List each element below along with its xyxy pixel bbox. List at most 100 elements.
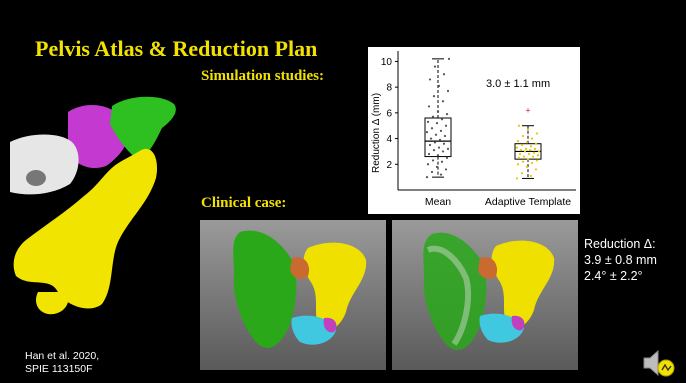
x-tick-label: Mean [425,196,451,208]
data-point [529,174,533,177]
data-point [530,137,534,140]
data-point [525,165,529,168]
data-point [443,134,447,138]
data-point [440,160,444,163]
data-point [435,165,439,168]
data-point [428,78,432,81]
data-point [441,150,445,153]
data-point [425,131,429,134]
data-point [442,142,446,145]
data-point [515,146,519,149]
data-point [520,172,524,175]
data-point [446,147,450,150]
data-point [441,100,445,103]
data-point [426,120,430,123]
data-point [432,149,436,152]
data-point [432,95,436,98]
data-point [439,129,443,132]
data-point [434,133,438,136]
y-tick-label: 8 [386,83,392,94]
data-point [516,163,520,166]
data-point [532,151,536,154]
y-tick-label: 6 [386,108,392,119]
data-point [516,140,520,143]
data-point [523,150,527,153]
data-point [534,168,538,171]
data-point [440,118,444,121]
data-point [530,161,534,165]
simulation-heading: Simulation studies: [201,68,324,84]
data-point [430,127,434,130]
slide-title: Pelvis Atlas & Reduction Plan [35,36,318,61]
clinical-stats-mm: 3.9 ± 0.8 mm [584,253,657,267]
clinical-stats-deg: 2.4° ± 2.2° [584,269,643,283]
data-point [446,89,450,93]
data-point [536,154,540,157]
data-point [436,154,440,157]
clinical-case-image-2 [392,220,578,370]
data-point [519,149,523,152]
clinical-case-image-1 [200,220,386,370]
data-point [525,141,529,144]
speaker-icon [643,349,675,377]
data-point [435,122,439,125]
data-point [517,124,521,127]
data-point [437,84,441,87]
citation-line-2: SPIE 113150F [25,363,93,375]
citation: Han et al. 2020, SPIE 113150F [25,350,99,376]
clinical-stats-title: Reduction Δ: [584,237,656,251]
speaker-button[interactable] [640,348,676,378]
data-point [526,128,530,131]
y-axis-label: Reduction Δ (mm) [371,93,382,173]
chart-background [368,47,580,214]
data-point [436,110,440,113]
data-point [447,57,451,60]
clinical-stats: Reduction Δ: 3.9 ± 0.8 mm 2.4° ± 2.2° [584,236,657,284]
outlier-marker: + [525,105,530,115]
data-point [444,124,448,127]
data-point [537,150,541,153]
data-point [442,73,446,76]
data-point [531,155,535,158]
y-tick-label: 10 [381,57,393,68]
data-point [533,147,537,150]
data-point [535,132,539,135]
data-point [520,143,524,147]
reduction-boxplot-chart: Reduction Δ (mm) 3.0 ± 1.1 mm 2 4 6 8 10 Mean… [368,47,580,214]
data-point [521,160,525,163]
clinical-heading: Clinical case: [201,195,287,211]
y-tick-label: 2 [386,160,392,171]
data-point [426,163,430,166]
data-point [427,105,431,108]
data-point [433,141,437,144]
data-point [445,113,449,116]
data-point [529,145,533,148]
data-point [534,142,538,145]
data-point [515,177,519,180]
data-point [437,146,441,149]
data-point [444,168,448,171]
box [424,117,452,158]
data-point [427,152,431,156]
data-point [528,149,532,152]
data-point [438,138,442,141]
data-point [518,152,522,156]
data-point [430,170,434,174]
data-point [447,140,451,143]
data-point [445,156,449,159]
data-point [431,159,435,162]
data-point [517,156,521,159]
data-point [428,143,432,147]
data-point [425,176,429,179]
pelvis-3d-rendering [10,96,176,315]
data-point [522,155,526,158]
data-point [526,158,530,161]
chart-annotation: 3.0 ± 1.1 mm [486,78,550,90]
citation-line-1: Han et al. 2020, [25,350,100,362]
data-point [433,65,437,68]
x-tick-label: Adaptive Template [485,196,571,208]
data-point [431,115,435,118]
y-tick-label: 4 [386,134,392,145]
data-point [527,152,531,156]
